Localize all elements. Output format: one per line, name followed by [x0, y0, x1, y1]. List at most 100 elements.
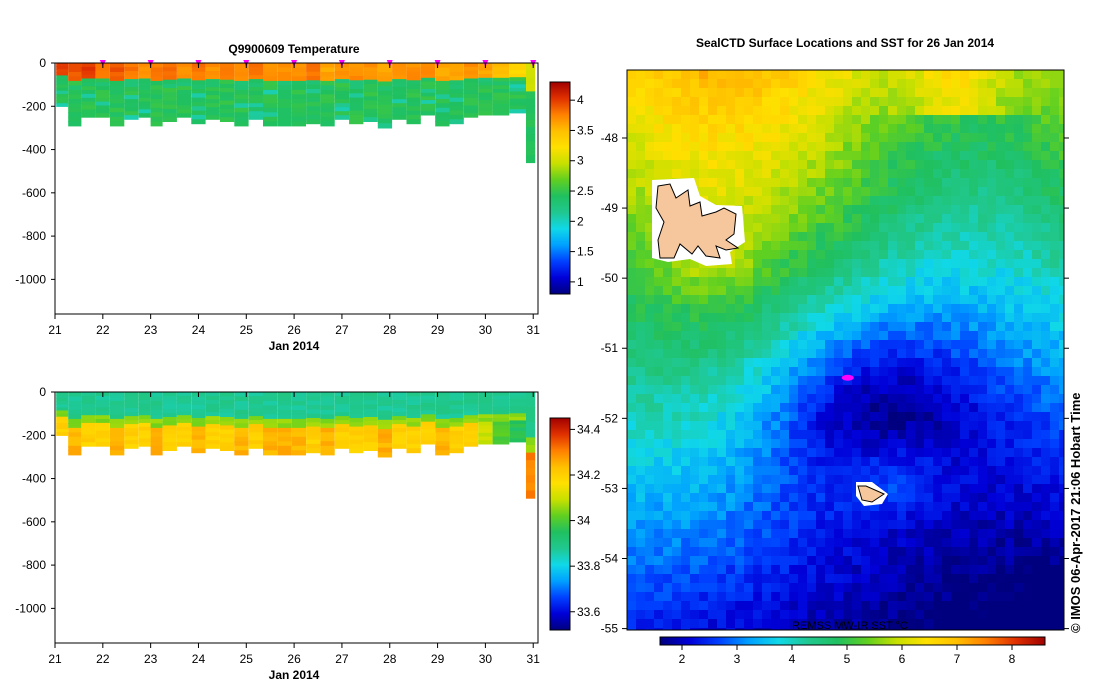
sst-cell [627, 475, 637, 485]
sst-cell [708, 628, 718, 630]
section-cell [306, 93, 321, 99]
sst-cell [645, 601, 655, 611]
section-cell [509, 395, 526, 400]
sst-cell [870, 124, 880, 134]
sst-cell [1041, 232, 1051, 242]
section-cell [349, 80, 364, 86]
sst-cell [699, 367, 709, 377]
sst-cell [852, 223, 862, 233]
sst-cell [861, 250, 871, 260]
section-cell [95, 438, 110, 443]
section-cell [205, 95, 220, 100]
sst-cell [933, 583, 943, 593]
sst-cell [1059, 331, 1064, 341]
section-cell [162, 92, 177, 97]
sst-cell [960, 376, 970, 386]
sst-cell [627, 574, 637, 584]
sst-cell [771, 448, 781, 458]
section-cell [377, 72, 393, 78]
sst-cell [654, 547, 664, 557]
sst-cell [879, 205, 889, 215]
sst-cell [924, 529, 934, 539]
sst-cell [672, 403, 682, 413]
sst-cell [897, 610, 907, 620]
section-cell [334, 79, 350, 84]
section-cell [420, 89, 436, 94]
sst-cell [951, 421, 961, 431]
section-cell [406, 435, 421, 441]
section-cell [363, 88, 378, 93]
section-cell [492, 63, 510, 68]
sst-cell [627, 160, 637, 170]
sst-cell [933, 70, 943, 80]
section-cell [306, 400, 321, 406]
sst-cell [1005, 349, 1015, 359]
sst-cell [663, 511, 673, 521]
sst-cell [861, 511, 871, 521]
section-cell [334, 440, 350, 445]
section-cell [162, 396, 177, 401]
sst-cell [771, 178, 781, 188]
section-cell [392, 436, 407, 441]
sst-cell [654, 502, 664, 512]
sst-cell [753, 358, 763, 368]
section-cell [162, 421, 177, 426]
sst-cell [1059, 610, 1064, 620]
section-cell [234, 409, 249, 415]
sst-cell [906, 547, 916, 557]
sst-cell [1059, 439, 1064, 449]
sst-cell [771, 286, 781, 296]
sst-cell [888, 376, 898, 386]
sst-cell [915, 106, 925, 116]
sst-cell [690, 493, 700, 503]
section-cell [320, 405, 335, 411]
section-cell [526, 70, 536, 78]
section-cell [176, 90, 192, 95]
sst-cell [969, 178, 979, 188]
sst-cell [780, 466, 790, 476]
sst-cell [1032, 610, 1042, 620]
sst-cell [789, 520, 799, 530]
sst-cell [906, 610, 916, 620]
sst-cell [636, 448, 646, 458]
sst-cell [663, 475, 673, 485]
sst-cell [933, 313, 943, 323]
sst-cell [708, 583, 718, 593]
sst-cell [942, 286, 952, 296]
section-cell [449, 84, 464, 90]
section-cell [349, 426, 364, 432]
sst-cell [987, 97, 997, 107]
sst-cell [780, 610, 790, 620]
section-cell [220, 408, 235, 414]
section-cell [56, 63, 69, 67]
sst-cell [906, 79, 916, 89]
sst-cell [942, 430, 952, 440]
sst-cell [1041, 205, 1051, 215]
sst-cell [636, 412, 646, 422]
section-cell [363, 412, 378, 418]
sst-cell [1059, 259, 1064, 269]
sst-cell [987, 106, 997, 116]
sst-cell [843, 592, 853, 602]
sst-cell [888, 538, 898, 548]
sst-cell [762, 286, 772, 296]
sst-cell [933, 331, 943, 341]
section-cell [406, 101, 421, 107]
sst-cell [915, 133, 925, 143]
sst-cell [744, 196, 754, 206]
sst-cell [1023, 304, 1033, 314]
sst-cell [798, 88, 808, 98]
sst-cell [1014, 601, 1024, 611]
sst-cell [834, 574, 844, 584]
sst-cell [744, 187, 754, 197]
sst-cell [987, 376, 997, 386]
sst-cell [645, 178, 655, 188]
sst-cell [969, 295, 979, 305]
sst-cell [726, 385, 736, 395]
sst-cell [852, 295, 862, 305]
sst-cell [780, 331, 790, 341]
sst-cell [663, 538, 673, 548]
sst-cell [681, 313, 691, 323]
section-cell [377, 419, 393, 425]
sst-cell [762, 97, 772, 107]
